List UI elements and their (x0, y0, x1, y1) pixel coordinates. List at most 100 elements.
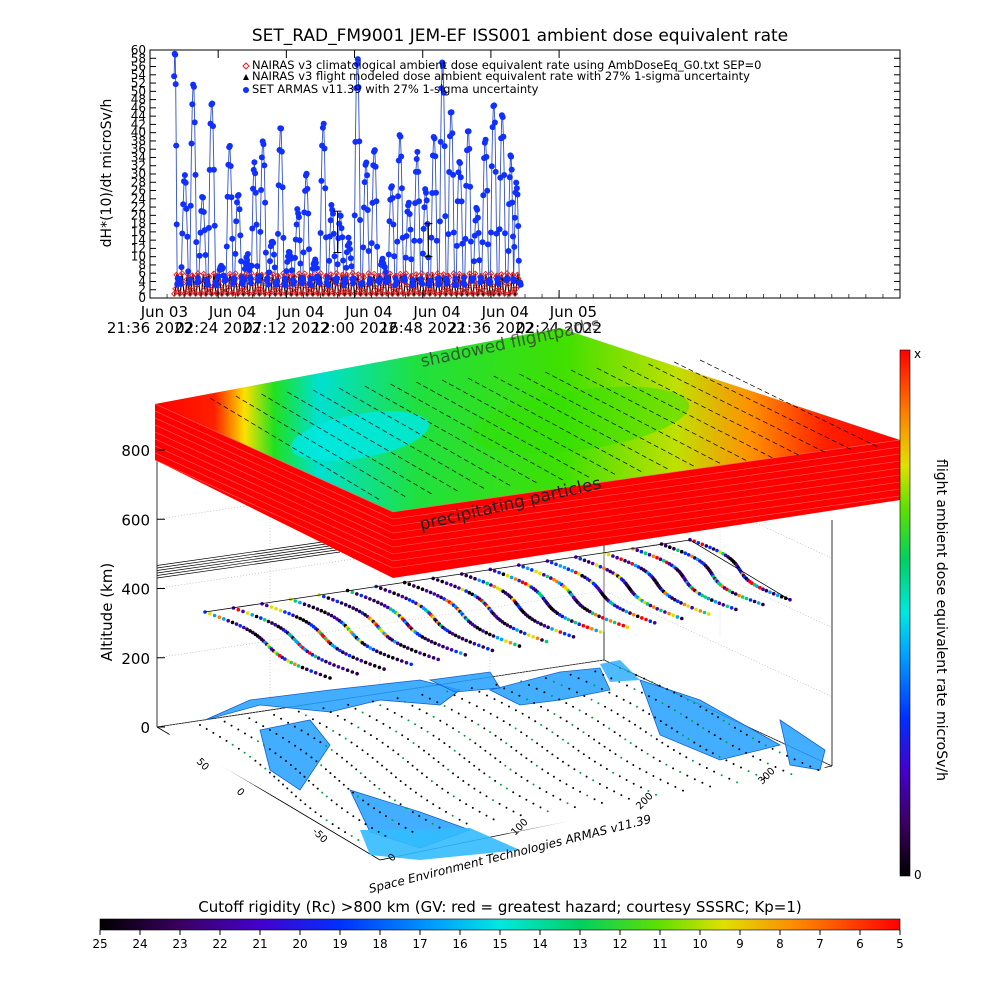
ground-track-point (545, 791, 548, 793)
point-armas (465, 128, 472, 135)
point-armas (300, 249, 307, 256)
ground-track-point (659, 778, 662, 781)
point-nairas-climatological (210, 270, 218, 277)
rigidity-tick-label: 10 (692, 937, 707, 951)
ground-track-point (325, 726, 328, 728)
track-point (597, 614, 601, 619)
ground-track-point (452, 727, 454, 730)
track-point (715, 548, 719, 553)
track-point (417, 633, 422, 638)
shadow-track (156, 549, 341, 576)
ground-track-point (571, 723, 574, 726)
dose-colorbar (899, 349, 911, 877)
point-armas (350, 275, 357, 282)
lat-tick-label: 0 (234, 786, 246, 798)
ground-track-point (665, 723, 668, 726)
track-point (636, 565, 641, 569)
point-armas (360, 244, 367, 251)
ground-track-point (465, 822, 468, 825)
point-nairas-climatological (468, 289, 476, 297)
point-armas (445, 231, 452, 238)
point-nairas-climatological (251, 288, 258, 296)
ground-track-point (725, 759, 728, 762)
ground-track-point (469, 738, 471, 741)
ground-track-point (686, 698, 689, 701)
ground-track-point (307, 733, 310, 736)
ground-track-point (452, 795, 455, 798)
ground-track-point (763, 777, 766, 780)
ground-track-point (598, 783, 601, 785)
point-armas (313, 265, 320, 272)
ground-track-point (644, 731, 647, 733)
point-nairas-climatological (374, 287, 381, 294)
slab-layer-line (392, 495, 901, 569)
ground-track-point (640, 749, 643, 752)
point-nairas-climatological (273, 286, 280, 293)
track-point (663, 610, 667, 614)
point-armas (260, 141, 267, 148)
track-point (335, 647, 340, 651)
track-point (427, 654, 431, 658)
y-tick-label: 56 (131, 60, 146, 74)
point-armas (419, 250, 426, 257)
point-armas (231, 276, 238, 283)
ground-track-point (572, 705, 575, 708)
track-point (490, 648, 495, 653)
point-armas (327, 217, 334, 224)
ground-track-point (230, 724, 233, 727)
track-point (301, 618, 306, 622)
ground-track-point (625, 779, 628, 781)
track-point (570, 569, 574, 573)
ground-track-point (605, 768, 608, 770)
point-nairas-climatological (440, 271, 447, 278)
point-armas (339, 234, 346, 241)
track-point (293, 599, 298, 603)
track-point (311, 605, 316, 610)
track-point (393, 639, 397, 644)
ground-track-point (421, 772, 423, 775)
ground-track-point (667, 745, 669, 748)
ground-track-point (286, 787, 289, 790)
ground-track-point (318, 722, 321, 725)
track-point (683, 551, 688, 555)
ground-track-point (364, 823, 367, 826)
point-armas (452, 275, 459, 282)
track-point (549, 560, 554, 565)
ground-track-point (573, 768, 576, 771)
point-armas (394, 238, 401, 245)
ground-track-point (439, 719, 442, 722)
track-point (391, 656, 395, 660)
ground-track-point (562, 760, 564, 763)
point-armas (254, 263, 261, 270)
ground-track-point (244, 732, 246, 735)
ground-track-point (368, 715, 371, 718)
ground-track-point (547, 772, 549, 775)
point-armas (258, 154, 265, 161)
track-point (698, 609, 703, 613)
ground-track-point (397, 753, 400, 756)
point-armas (367, 277, 374, 284)
track-point (283, 610, 287, 614)
ground-track-point (420, 795, 423, 798)
track-point (771, 591, 776, 596)
ground-track-point (333, 776, 336, 778)
ground-track-point (758, 740, 761, 743)
track-point (590, 611, 595, 615)
track-point (617, 622, 621, 626)
ground-track-point (609, 749, 611, 752)
ground-track-point (399, 803, 402, 806)
ground-track-point (553, 713, 556, 715)
track-point (567, 633, 571, 638)
track-point (372, 664, 377, 668)
ground-track-point (363, 730, 366, 733)
ground-track-point (428, 697, 431, 700)
point-armas (177, 281, 184, 287)
slab-layer-line (392, 446, 901, 520)
ground-track-point (629, 702, 632, 705)
ground-track-point (514, 709, 517, 712)
ground-track-point (629, 742, 632, 744)
ground-track-point (592, 779, 595, 782)
ground-track-point (801, 762, 804, 764)
shadow-flightpath (364, 385, 539, 484)
track-point (234, 622, 239, 626)
